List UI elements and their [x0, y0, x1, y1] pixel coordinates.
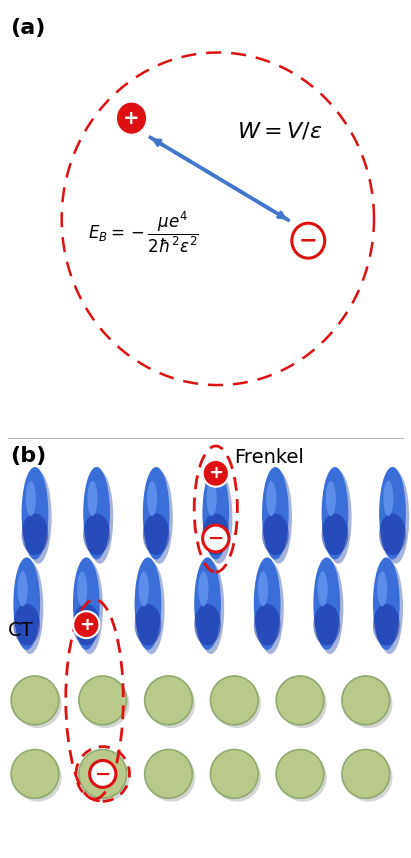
Ellipse shape — [379, 467, 406, 559]
Text: $E_B = -\dfrac{\mu e^4}{2\hbar^2\epsilon^2}$: $E_B = -\dfrac{\mu e^4}{2\hbar^2\epsilon… — [88, 209, 199, 255]
Circle shape — [213, 753, 261, 801]
Ellipse shape — [313, 558, 340, 650]
Ellipse shape — [376, 562, 403, 654]
Ellipse shape — [379, 513, 406, 555]
Circle shape — [279, 753, 327, 801]
Ellipse shape — [377, 571, 387, 607]
Circle shape — [79, 750, 127, 798]
Ellipse shape — [199, 571, 208, 607]
Text: CT: CT — [8, 621, 34, 640]
Ellipse shape — [83, 513, 110, 555]
Circle shape — [116, 101, 147, 135]
Ellipse shape — [382, 471, 409, 564]
Circle shape — [11, 676, 59, 725]
Circle shape — [145, 676, 192, 725]
Ellipse shape — [326, 481, 336, 517]
Circle shape — [213, 680, 261, 728]
Ellipse shape — [207, 481, 217, 517]
Circle shape — [279, 680, 327, 728]
Text: (a): (a) — [10, 17, 46, 38]
Ellipse shape — [138, 562, 165, 654]
Circle shape — [82, 680, 129, 728]
Circle shape — [276, 750, 324, 798]
Ellipse shape — [147, 481, 157, 517]
Text: (b): (b) — [10, 446, 46, 466]
Ellipse shape — [25, 471, 52, 564]
Ellipse shape — [26, 481, 36, 517]
Circle shape — [345, 680, 393, 728]
Text: +: + — [123, 109, 140, 128]
Ellipse shape — [318, 571, 328, 607]
Ellipse shape — [373, 604, 400, 645]
Ellipse shape — [146, 471, 173, 564]
Ellipse shape — [194, 604, 221, 645]
Circle shape — [203, 460, 229, 486]
Text: $W = V/\varepsilon$: $W = V/\varepsilon$ — [237, 120, 322, 142]
Ellipse shape — [73, 558, 100, 650]
Ellipse shape — [17, 562, 44, 654]
Ellipse shape — [383, 481, 393, 517]
Ellipse shape — [13, 604, 40, 645]
Ellipse shape — [194, 558, 221, 650]
Ellipse shape — [202, 467, 229, 559]
Ellipse shape — [254, 604, 280, 645]
Circle shape — [11, 750, 59, 798]
Ellipse shape — [322, 513, 349, 555]
Circle shape — [148, 680, 195, 728]
Ellipse shape — [135, 558, 162, 650]
Circle shape — [345, 753, 393, 801]
Ellipse shape — [262, 513, 289, 555]
Ellipse shape — [266, 471, 292, 564]
Ellipse shape — [316, 562, 343, 654]
Ellipse shape — [139, 571, 149, 607]
Ellipse shape — [13, 558, 40, 650]
Circle shape — [342, 676, 390, 725]
Ellipse shape — [76, 562, 103, 654]
Ellipse shape — [22, 513, 48, 555]
Ellipse shape — [266, 481, 276, 517]
Ellipse shape — [135, 604, 162, 645]
Circle shape — [203, 525, 229, 552]
Ellipse shape — [22, 467, 48, 559]
Circle shape — [14, 680, 62, 728]
Circle shape — [210, 750, 258, 798]
Ellipse shape — [197, 562, 224, 654]
Circle shape — [210, 676, 258, 725]
Ellipse shape — [257, 562, 284, 654]
Ellipse shape — [202, 513, 229, 555]
Ellipse shape — [254, 558, 280, 650]
Ellipse shape — [373, 558, 400, 650]
Ellipse shape — [313, 604, 340, 645]
Text: −: − — [299, 231, 318, 251]
Ellipse shape — [262, 467, 289, 559]
Circle shape — [342, 750, 390, 798]
Ellipse shape — [143, 513, 170, 555]
Text: +: + — [79, 616, 94, 634]
Ellipse shape — [73, 604, 100, 645]
Circle shape — [73, 611, 99, 638]
Ellipse shape — [143, 467, 170, 559]
Ellipse shape — [206, 471, 233, 564]
Ellipse shape — [18, 571, 28, 607]
Text: −: − — [208, 529, 224, 548]
Text: +: + — [208, 464, 223, 482]
Circle shape — [14, 753, 62, 801]
Ellipse shape — [322, 467, 349, 559]
Circle shape — [276, 676, 324, 725]
Ellipse shape — [83, 467, 110, 559]
Ellipse shape — [325, 471, 352, 564]
Circle shape — [145, 750, 192, 798]
Text: −: − — [95, 764, 111, 783]
Ellipse shape — [87, 471, 113, 564]
Circle shape — [292, 223, 325, 258]
Circle shape — [90, 760, 116, 788]
Text: Frenkel: Frenkel — [234, 448, 304, 467]
Ellipse shape — [258, 571, 268, 607]
Ellipse shape — [77, 571, 87, 607]
Circle shape — [79, 676, 127, 725]
Circle shape — [82, 753, 129, 801]
Circle shape — [148, 753, 195, 801]
Ellipse shape — [88, 481, 97, 517]
